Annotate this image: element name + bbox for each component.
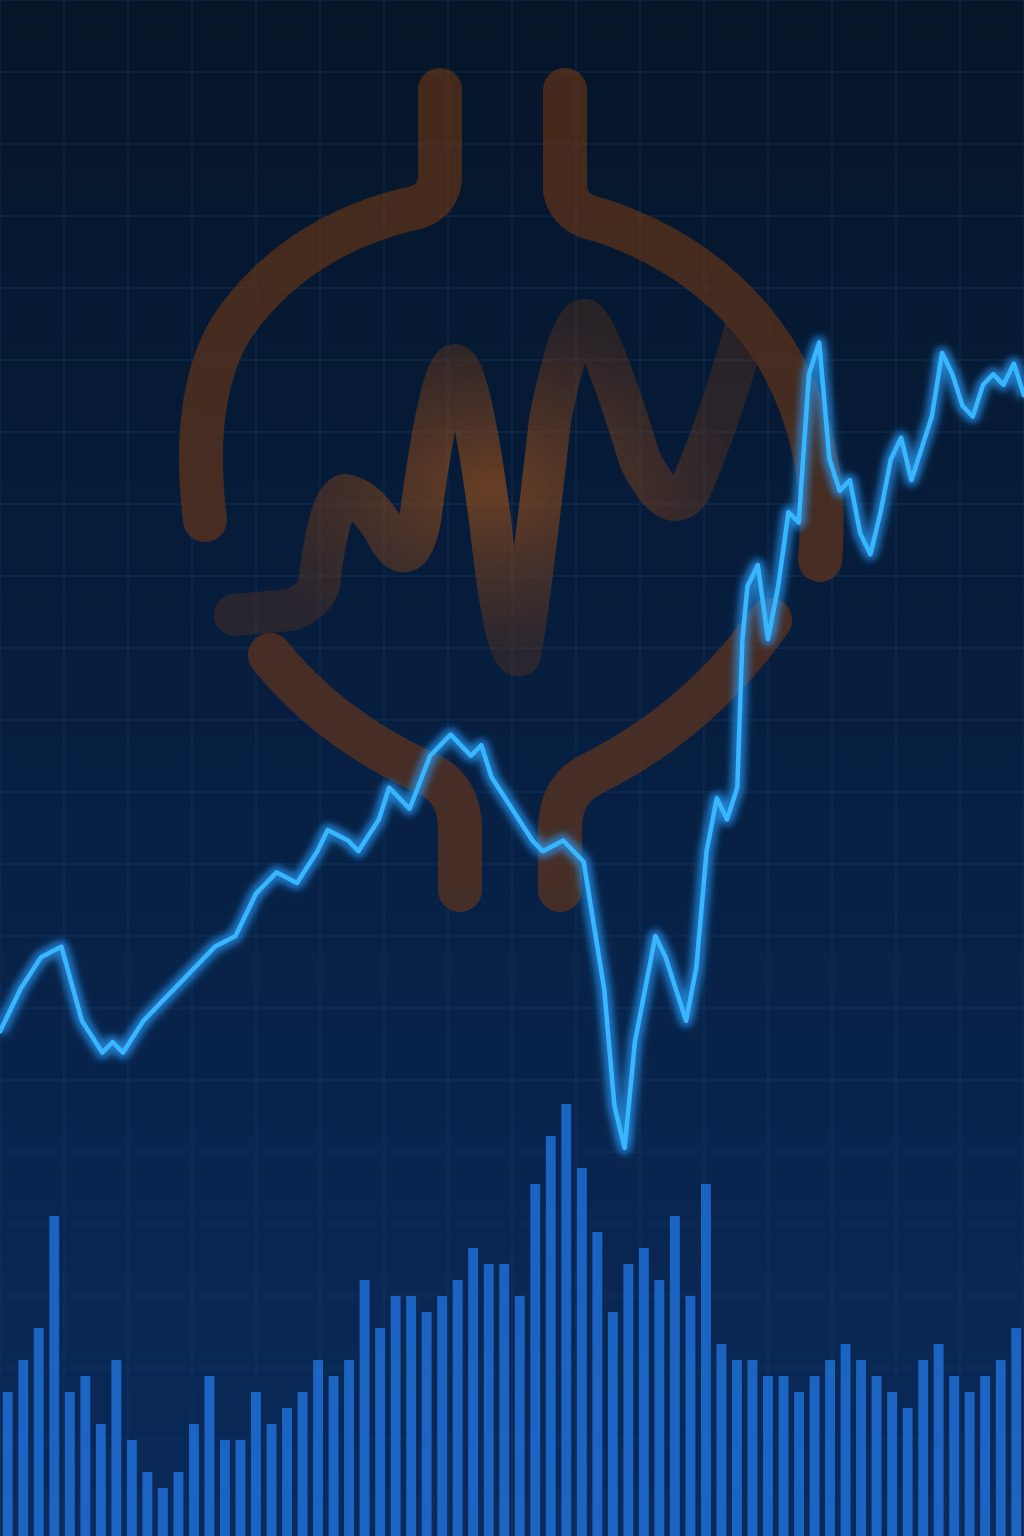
volume-bar <box>173 1472 184 1536</box>
volume-bar <box>545 1136 556 1536</box>
volume-bar <box>157 1488 168 1536</box>
volume-bar <box>437 1296 448 1536</box>
volume-bar <box>2 1392 13 1536</box>
volume-bar <box>499 1264 510 1536</box>
volume-bar <box>344 1360 354 1536</box>
volume-bar <box>654 1280 665 1536</box>
volume-bar <box>18 1360 29 1536</box>
volume-bar <box>980 1376 991 1536</box>
volume-bar <box>638 1248 649 1536</box>
volume-bar <box>313 1360 323 1536</box>
volume-bar <box>840 1344 851 1536</box>
volume-bar <box>530 1184 541 1536</box>
volume-bar <box>375 1328 386 1536</box>
volume-bar <box>732 1360 742 1536</box>
volume-bar <box>266 1424 277 1536</box>
volume-bar <box>871 1376 882 1536</box>
volume-bar <box>235 1440 246 1536</box>
volume-bar <box>623 1264 634 1536</box>
volume-bar <box>763 1376 773 1536</box>
volume-bar <box>949 1376 960 1536</box>
volume-bar <box>607 1312 618 1536</box>
volume-bar <box>189 1424 199 1536</box>
volume-bar <box>111 1360 122 1536</box>
volume-bar <box>251 1392 261 1536</box>
volume-bar <box>918 1360 929 1536</box>
volume-bar <box>576 1168 587 1536</box>
volume-bar <box>282 1408 292 1536</box>
volume-bar <box>204 1376 215 1536</box>
volume-bar <box>359 1280 370 1536</box>
volume-bar <box>1011 1328 1022 1536</box>
volume-bar <box>995 1360 1006 1536</box>
volume-bar <box>126 1440 137 1536</box>
volume-bar <box>794 1392 804 1536</box>
volume-bar <box>669 1216 680 1536</box>
volume-bar <box>825 1360 835 1536</box>
volume-bar <box>747 1360 758 1536</box>
price-line <box>0 340 1024 1151</box>
volume-bar <box>964 1392 975 1536</box>
volume-bar <box>297 1392 308 1536</box>
volume-bar <box>514 1296 525 1536</box>
volume-bar <box>809 1376 820 1536</box>
volume-bar <box>390 1296 401 1536</box>
volume-bar <box>561 1104 572 1536</box>
volume-bar <box>49 1216 60 1536</box>
volume-bar <box>220 1440 230 1536</box>
volume-bar <box>483 1264 494 1536</box>
volume-bar <box>468 1248 479 1536</box>
volume-bar <box>685 1296 696 1536</box>
volume-bars <box>2 1104 1022 1536</box>
volume-bar <box>856 1360 866 1536</box>
volume-bar <box>80 1376 91 1536</box>
volume-bar <box>421 1312 432 1536</box>
volume-bar <box>328 1376 339 1536</box>
volume-bar <box>933 1344 944 1536</box>
price-line-layer <box>0 335 1024 1155</box>
volume-bar <box>902 1408 913 1536</box>
waveform-plug-icon <box>178 68 844 912</box>
volume-bar <box>406 1296 417 1536</box>
volume-bar <box>64 1392 75 1536</box>
volume-bar <box>716 1344 727 1536</box>
volume-bar <box>33 1328 44 1536</box>
volume-bar <box>701 1184 711 1536</box>
volume-bar <box>95 1424 106 1536</box>
volume-bar <box>142 1472 153 1536</box>
volume-bar <box>778 1376 789 1536</box>
volume-bar <box>887 1392 898 1536</box>
volume-bar <box>592 1232 603 1536</box>
volume-bar <box>452 1280 463 1536</box>
